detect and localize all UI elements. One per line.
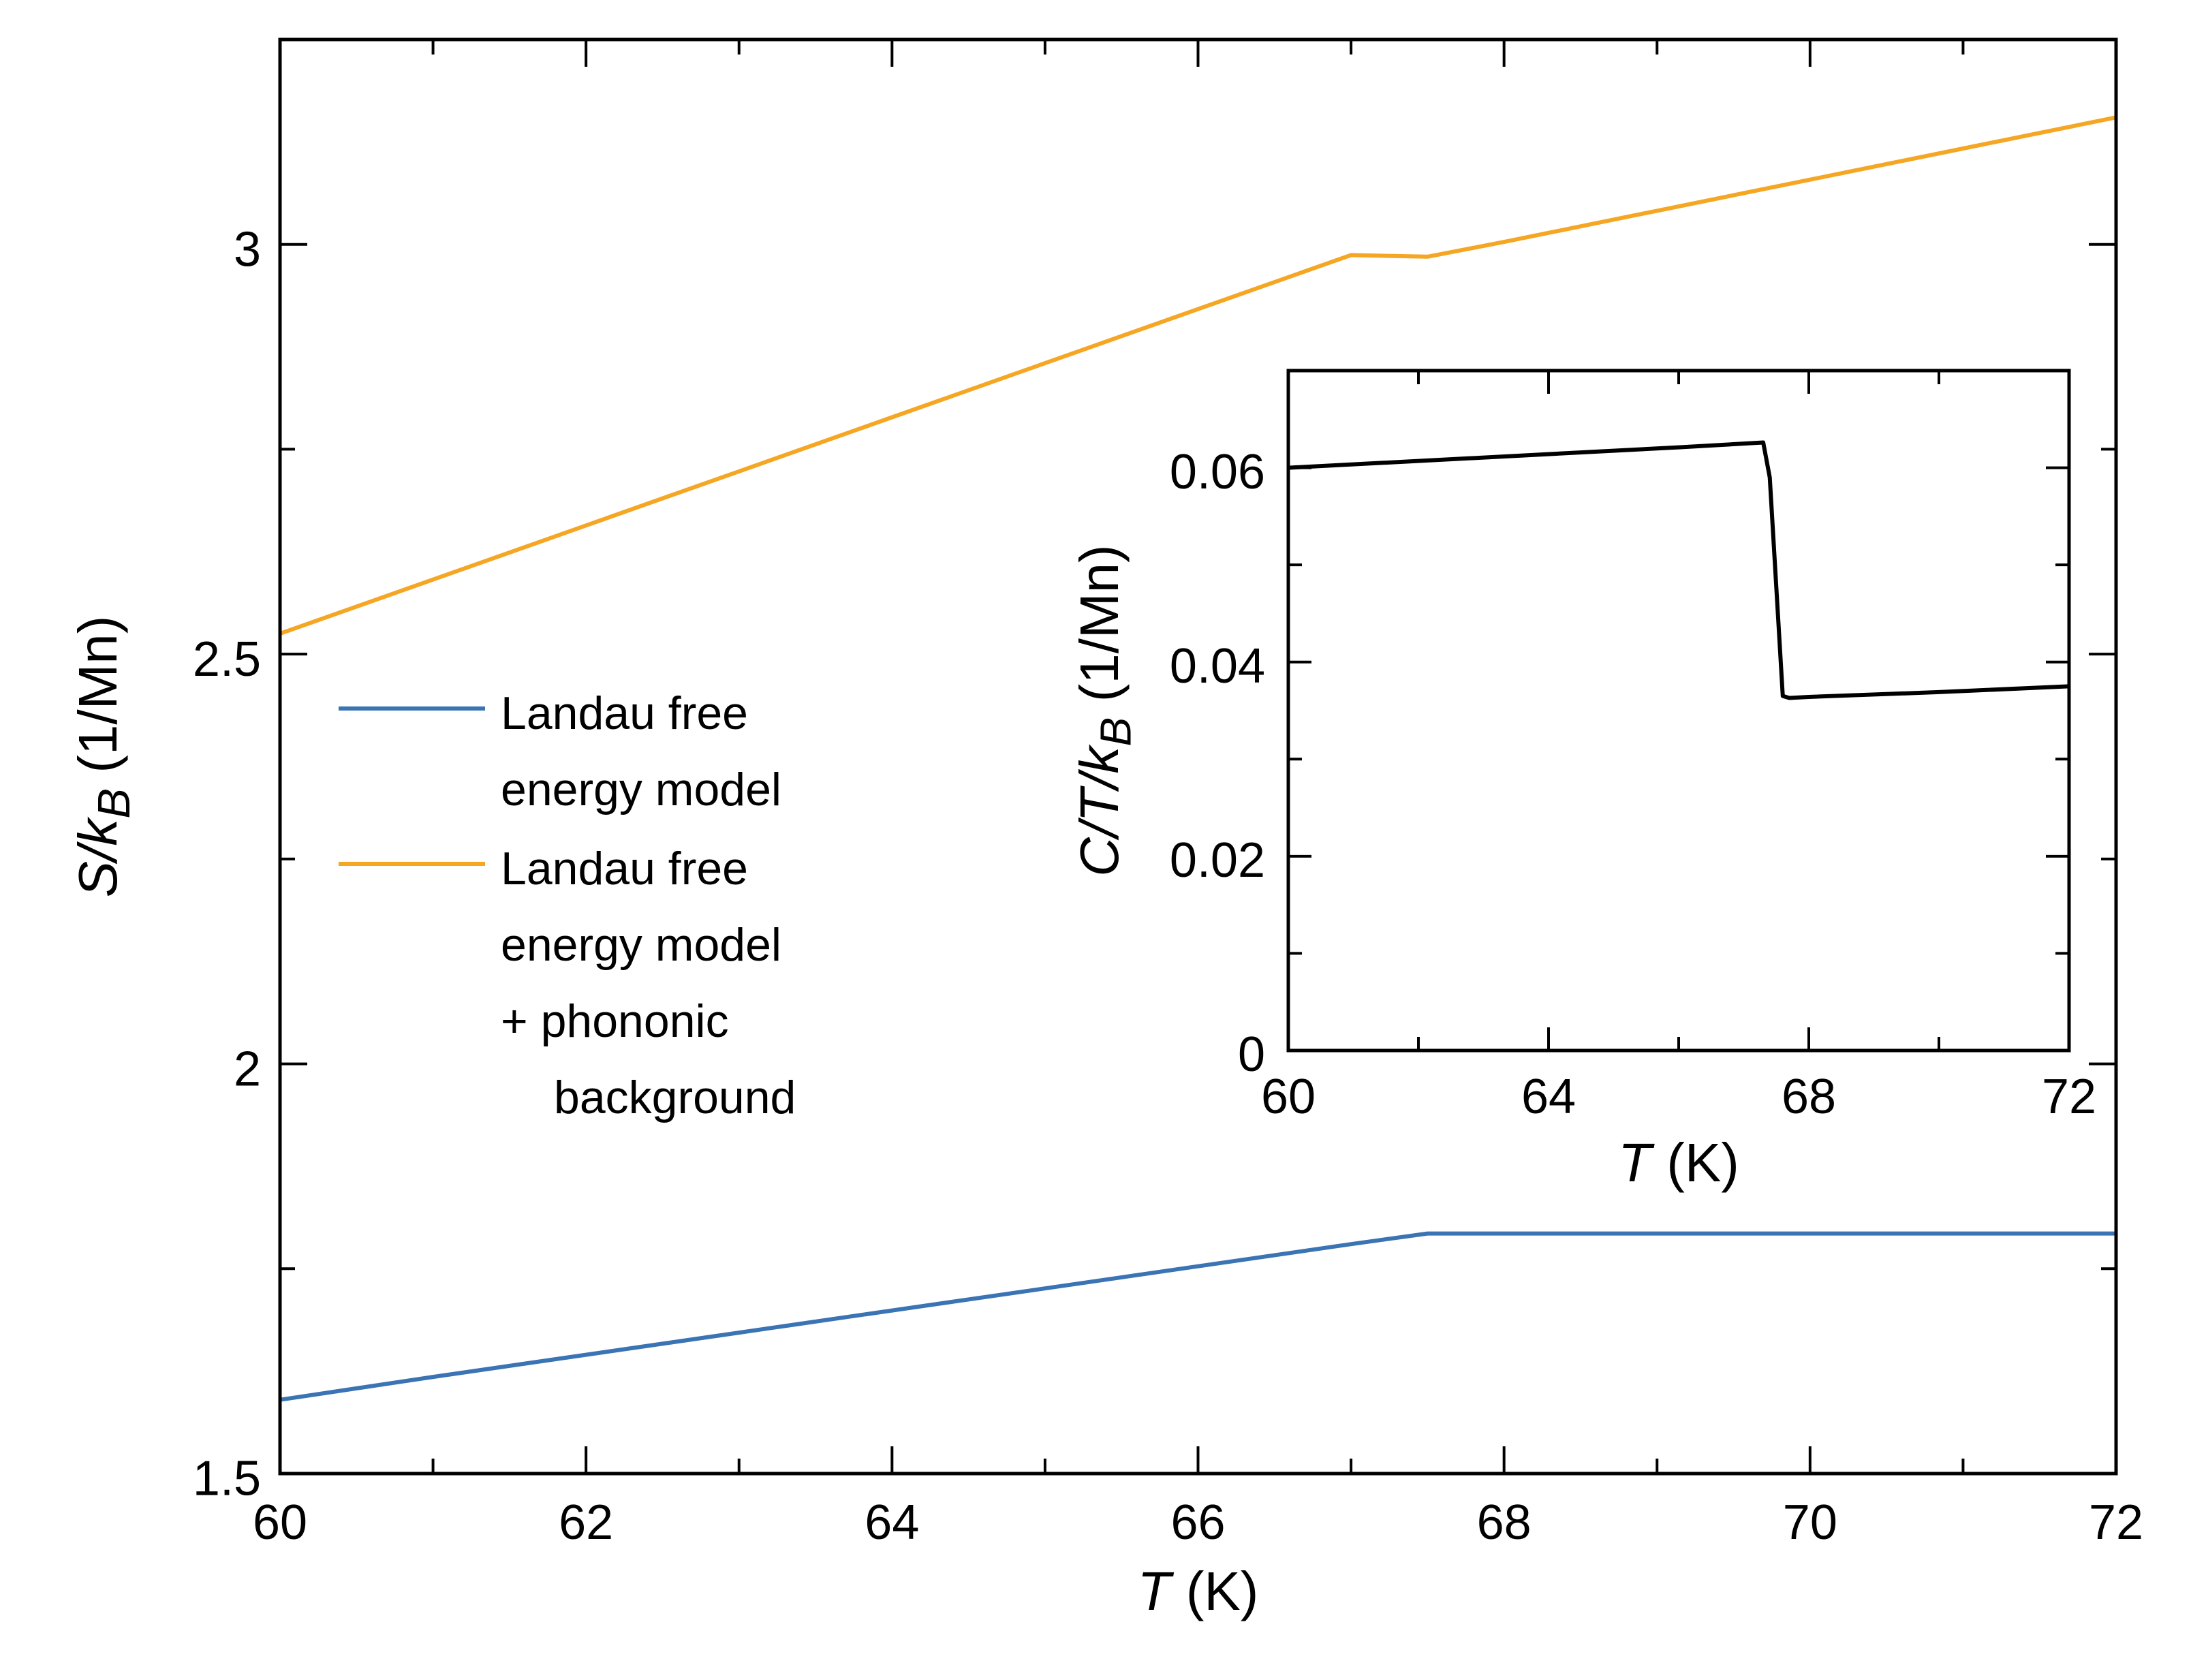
main-x-tick-label-6: 72 bbox=[2089, 1495, 2143, 1550]
legend-label-1-0: Landau free bbox=[501, 843, 748, 895]
main-x-tick-label-2: 64 bbox=[865, 1495, 919, 1550]
main-y-axis-title-unit: (1/Mn) bbox=[67, 616, 128, 788]
main-y-axis-title-var: S/k bbox=[67, 816, 128, 898]
main-x-tick-label-3: 66 bbox=[1170, 1495, 1225, 1550]
inset-y-tick-label-3: 0.06 bbox=[1170, 445, 1265, 499]
main-series-line-1 bbox=[279, 115, 2117, 636]
main-x-tick-label-1: 62 bbox=[559, 1495, 613, 1550]
inset-x-tick-label-1: 64 bbox=[1521, 1070, 1576, 1124]
inset-y-axis-title: C/T/kB (1/Mn) bbox=[1069, 544, 1140, 876]
main-series-line-0 bbox=[279, 1231, 2116, 1402]
main-x-axis-title-unit: (K) bbox=[1171, 1561, 1259, 1621]
main-y-tick-label-2: 2.5 bbox=[193, 632, 261, 687]
inset-y-tick-label-1: 0.02 bbox=[1170, 833, 1265, 888]
main-y-tick-label-0: 1.5 bbox=[193, 1452, 261, 1506]
main-y-axis-title-sub: B bbox=[89, 788, 140, 819]
legend-label-1-3: background bbox=[554, 1072, 796, 1123]
inset-plot: 60 64 68 72 0 0.02 0.04 0.06 T (K) C/T/kB (1/Mn) bbox=[1069, 369, 2096, 1193]
main-x-tick-label-5: 70 bbox=[1783, 1495, 1837, 1550]
inset-y-tick-label-0: 0 bbox=[1238, 1027, 1265, 1082]
inset-x-tick-label-2: 68 bbox=[1782, 1070, 1836, 1124]
legend-label-1-1: energy model bbox=[501, 919, 781, 971]
main-y-axis-title: S/kB (1/Mn) bbox=[67, 616, 140, 898]
legend-label-1-2: + phononic bbox=[501, 995, 729, 1047]
main-legend: Landau free energy model Landau free energy… bbox=[339, 687, 796, 1123]
legend-label-0-0: Landau free bbox=[501, 687, 748, 739]
inset-y-axis-title-var: C/T/k bbox=[1069, 744, 1130, 877]
inset-x-axis-title: T (K) bbox=[1618, 1132, 1739, 1193]
main-y-tick-label-1: 2 bbox=[234, 1042, 261, 1096]
legend-label-0-1: energy model bbox=[501, 764, 781, 815]
main-x-tick-label-4: 68 bbox=[1477, 1495, 1532, 1550]
main-x-axis-title-var: T bbox=[1138, 1561, 1175, 1621]
main-x-tick-label-0: 60 bbox=[253, 1495, 307, 1550]
inset-x-tick-label-0: 60 bbox=[1261, 1070, 1316, 1124]
inset-y-axis-title-unit: (1/Mn) bbox=[1069, 544, 1130, 717]
inset-series-line-0 bbox=[1288, 440, 2070, 700]
inset-y-axis-title-sub: B bbox=[1091, 717, 1140, 747]
inset-x-tick-label-3: 72 bbox=[2042, 1070, 2096, 1124]
inset-plot-bg bbox=[1288, 371, 2069, 1051]
inset-x-axis-title-var: T bbox=[1618, 1132, 1655, 1193]
inset-x-axis-title-unit: (K) bbox=[1651, 1132, 1739, 1193]
inset-y-tick-label-2: 0.04 bbox=[1170, 639, 1265, 694]
main-x-axis-title: T (K) bbox=[1138, 1561, 1259, 1621]
main-y-tick-label-3: 3 bbox=[234, 222, 261, 277]
